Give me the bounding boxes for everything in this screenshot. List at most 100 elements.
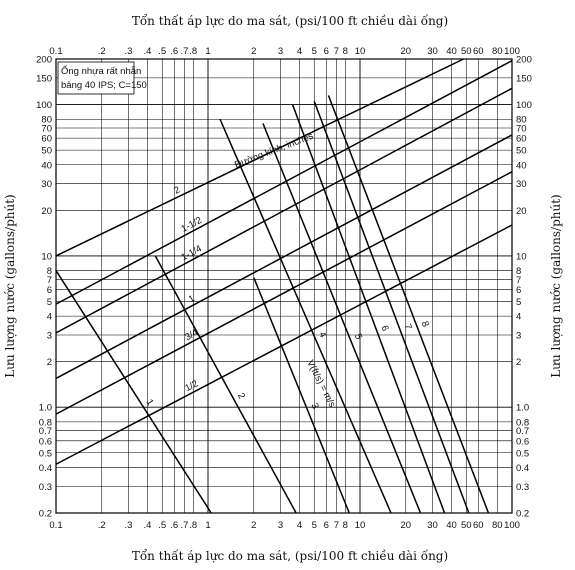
y-tick-label-right: 70 <box>516 123 527 134</box>
y-tick-label-right: 30 <box>516 179 527 190</box>
y-tick-label-right: 7 <box>516 275 521 286</box>
x-tick-label-top: 100 <box>504 46 520 57</box>
y-tick-label-left: 0.3 <box>39 482 52 493</box>
chart-title-top: Tổn thất áp lực do ma sát, (psi/100 ft c… <box>132 13 448 28</box>
y-tick-label-left: 0.6 <box>39 436 52 447</box>
y-tick-label-right: 5 <box>516 297 521 308</box>
diameter-line-1-1/4 <box>55 87 513 334</box>
x-tick-label-top: 30 <box>427 46 438 57</box>
x-tick-label-bottom: 5 <box>312 520 317 531</box>
y-tick-label-left: 2 <box>47 357 52 368</box>
x-tick-label-top: .7 <box>180 46 188 57</box>
diameter-label-3/4: 3/4 <box>183 327 200 343</box>
y-tick-label-right: 50 <box>516 146 527 157</box>
y-tick-label-right: 150 <box>516 73 532 84</box>
x-tick-label-bottom: 1 <box>205 520 210 531</box>
x-tick-label-top: 1 <box>205 46 210 57</box>
x-tick-label-bottom: .3 <box>125 520 133 531</box>
x-tick-label-bottom: 20 <box>400 520 411 531</box>
velocity-axis-label: V(ft/s) = m/s <box>304 358 337 409</box>
velocity-label-4: 4 <box>316 330 328 339</box>
y-tick-label-right: 0.7 <box>516 426 529 437</box>
y-tick-label-left: 5 <box>47 297 52 308</box>
velocity-line-4 <box>219 118 392 514</box>
y-tick-label-right: 200 <box>516 55 532 66</box>
x-tick-label-top: 6 <box>324 46 329 57</box>
diameter-line-3/4 <box>55 171 513 415</box>
x-tick-label-top: 80 <box>492 46 503 57</box>
diameter-label-1: 1 <box>187 293 197 305</box>
y-tick-label-left: 150 <box>36 73 52 84</box>
x-tick-label-top: 0.1 <box>49 46 62 57</box>
x-tick-label-bottom: 50 <box>461 520 472 531</box>
x-tick-label-top: .5 <box>158 46 166 57</box>
x-tick-label-top: 5 <box>312 46 317 57</box>
velocity-label-3: 3 <box>309 402 321 411</box>
velocity-label-8: 8 <box>419 320 431 329</box>
velocity-label-5: 5 <box>352 332 364 341</box>
x-tick-label-top: 8 <box>343 46 348 57</box>
x-tick-label-top: .3 <box>125 46 133 57</box>
velocity-line-7 <box>313 101 470 514</box>
x-tick-label-top: 2 <box>251 46 256 57</box>
diameter-line-1-1/2 <box>55 60 513 305</box>
velocity-label-2: 2 <box>235 391 247 401</box>
x-tick-label-bottom: .2 <box>98 520 106 531</box>
velocity-label-7: 7 <box>402 322 414 331</box>
x-tick-label-bottom: 4 <box>297 520 302 531</box>
y-tick-label-right: 0.5 <box>516 448 529 459</box>
y-tick-label-left: 0.4 <box>39 463 52 474</box>
y-tick-label-right: 40 <box>516 160 527 171</box>
y-tick-label-right: 8 <box>516 266 521 277</box>
x-tick-label-top: 60 <box>473 46 484 57</box>
x-tick-label-top: .2 <box>98 46 106 57</box>
y-tick-label-left: 1.0 <box>39 403 52 414</box>
y-tick-label-right: 100 <box>516 100 532 111</box>
diameter-line-2 <box>55 58 464 257</box>
note-box <box>57 61 135 95</box>
y-tick-label-right: 20 <box>516 206 527 217</box>
y-tick-label-left: 6 <box>47 285 52 296</box>
y-tick-label-left: 20 <box>41 206 52 217</box>
x-tick-label-bottom: 8 <box>343 520 348 531</box>
velocity-line-6 <box>291 104 446 514</box>
tick-labels: 0.10.1.2.2.3.3.4.4.5.5.6.6.7.7.8.8112233… <box>36 46 532 531</box>
note-line-2: bảng 40 IPS; C=150 <box>61 80 147 91</box>
x-tick-label-top: 4 <box>297 46 302 57</box>
y-tick-label-right: 1.0 <box>516 403 529 414</box>
velocity-line-2 <box>154 255 297 514</box>
y-tick-label-left: 0.2 <box>39 509 52 520</box>
y-tick-label-right: 2 <box>516 357 521 368</box>
diameter-line-1 <box>55 134 513 380</box>
x-tick-label-bottom: 60 <box>473 520 484 531</box>
x-tick-label-top: 20 <box>400 46 411 57</box>
y-tick-label-left: 10 <box>41 251 52 262</box>
x-tick-label-bottom: 40 <box>446 520 457 531</box>
y-tick-label-left: 70 <box>41 123 52 134</box>
x-tick-label-bottom: 6 <box>324 520 329 531</box>
x-tick-label-bottom: 30 <box>427 520 438 531</box>
plot-frame <box>55 58 513 514</box>
y-axis-label-right: Lưu lượng nước (gallons/phút) <box>549 194 563 377</box>
y-tick-label-left: 30 <box>41 179 52 190</box>
y-tick-label-left: 4 <box>47 312 52 323</box>
y-tick-label-left: 40 <box>41 160 52 171</box>
y-tick-label-right: 6 <box>516 285 521 296</box>
velocity-line-8 <box>327 95 490 514</box>
y-tick-label-right: 0.3 <box>516 482 529 493</box>
x-tick-label-top: 40 <box>446 46 457 57</box>
x-tick-label-top: 10 <box>355 46 366 57</box>
x-tick-label-bottom: .8 <box>189 520 197 531</box>
y-tick-label-right: 80 <box>516 115 527 126</box>
y-tick-label-left: 200 <box>36 55 52 66</box>
y-tick-label-left: 100 <box>36 100 52 111</box>
y-tick-label-left: 50 <box>41 146 52 157</box>
x-tick-label-bottom: .4 <box>144 520 152 531</box>
x-tick-label-top: 50 <box>461 46 472 57</box>
x-tick-label-bottom: 3 <box>278 520 283 531</box>
y-tick-label-right: 0.6 <box>516 436 529 447</box>
x-tick-label-bottom: 2 <box>251 520 256 531</box>
y-tick-label-left: 3 <box>47 331 52 342</box>
x-tick-label-bottom: 80 <box>492 520 503 531</box>
y-tick-label-left: 0.8 <box>39 417 52 428</box>
